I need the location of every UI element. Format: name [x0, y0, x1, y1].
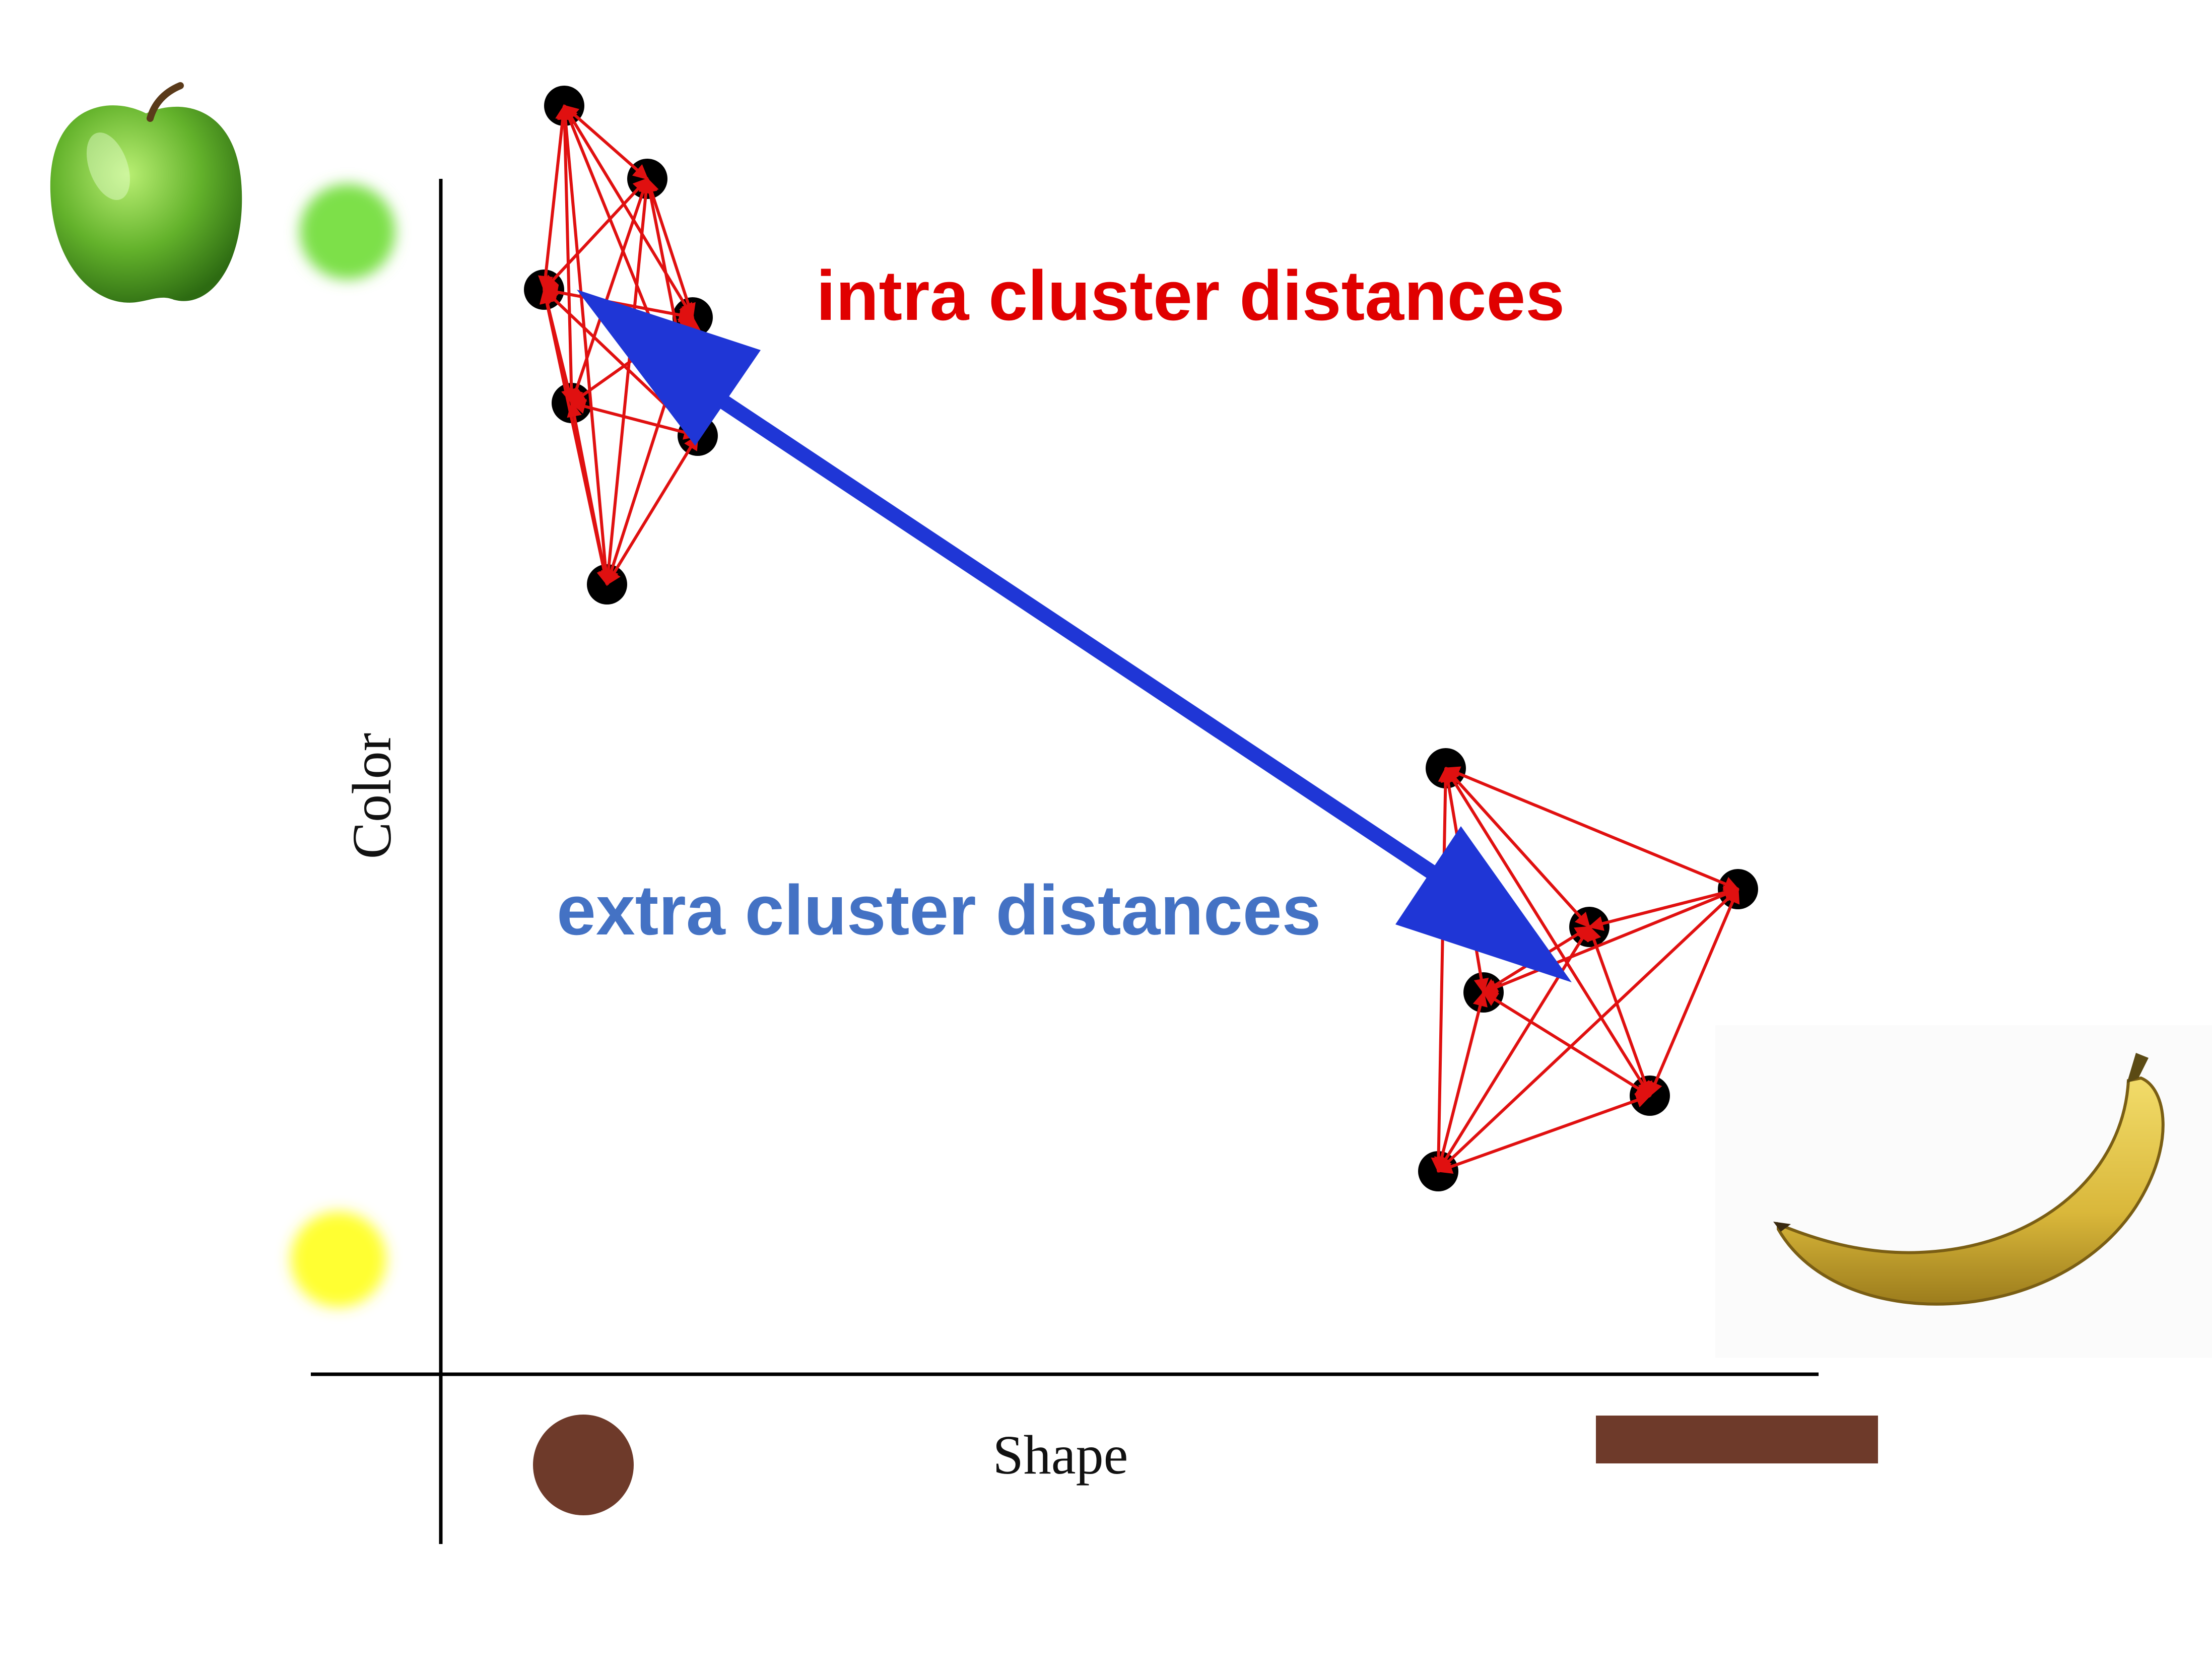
apple-cluster-distance-edge	[563, 104, 694, 319]
banana-icon	[1715, 1025, 2212, 1358]
green-apple-icon	[50, 82, 242, 303]
apple-cluster-distance-edge	[567, 401, 612, 586]
extra-cluster-arrow	[577, 290, 1572, 982]
banana-cluster-distance-edge	[1588, 885, 1739, 931]
x-axis-label: Shape	[993, 1424, 1128, 1486]
apple-cluster-distance-edge	[538, 104, 570, 291]
banana-cluster-distance-edge	[1431, 767, 1453, 1173]
apple-cluster-distance-edge	[606, 434, 699, 586]
banana-cluster	[1418, 748, 1758, 1191]
long-shape-swatch	[1596, 1416, 1878, 1463]
intra-cluster-label: intra cluster distances	[816, 256, 1565, 335]
round-shape-swatch	[533, 1415, 634, 1515]
extra-cluster-label: extra cluster distances	[557, 870, 1321, 950]
banana-cluster-distance-edge	[1434, 991, 1488, 1173]
green-color-swatch	[300, 184, 395, 280]
yellow-color-swatch	[291, 1212, 386, 1307]
y-axis-label: Color	[341, 733, 403, 859]
banana-cluster-distance-edge	[1437, 1093, 1651, 1174]
banana-cluster-distance-edge	[1482, 991, 1651, 1097]
apple-cluster-distance-edge	[563, 104, 649, 180]
apple-cluster	[524, 86, 718, 605]
